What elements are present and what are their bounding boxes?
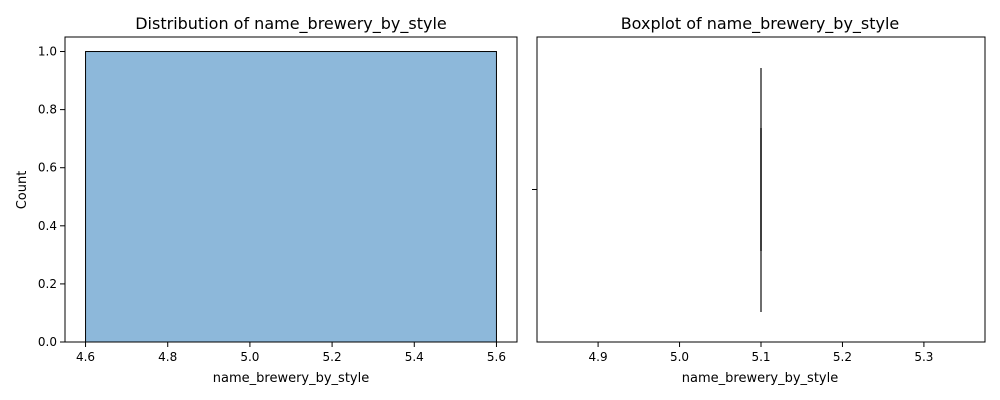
boxplot-title: Boxplot of name_brewery_by_style	[621, 14, 900, 34]
histogram-panel: Distribution of name_brewery_by_style 4.…	[15, 14, 518, 386]
histogram-x-tick-label: 5.4	[405, 350, 424, 364]
histogram-y-tick-label: 0.2	[38, 277, 57, 291]
boxplot-x-axis-label: name_brewery_by_style	[682, 371, 838, 386]
histogram-x-axis-label: name_brewery_by_style	[213, 371, 369, 386]
histogram-x-tick-label: 4.6	[76, 350, 95, 364]
histogram-y-tick-label: 0.6	[38, 161, 57, 175]
histogram-x-tick-label: 5.0	[240, 350, 259, 364]
boxplot-x-tick-label: 4.9	[589, 350, 608, 364]
histogram-y-ticks: 0.0 0.2 0.4 0.6 0.8 1.0	[38, 45, 65, 349]
boxplot-panel: Boxplot of name_brewery_by_style 4.9 5.0 5…	[532, 14, 986, 386]
boxplot-x-tick-label: 5.1	[751, 350, 770, 364]
histogram-axes-frame	[64, 36, 518, 343]
histogram-x-tick-label: 5.6	[487, 350, 506, 364]
histogram-y-axis-label: Count	[15, 171, 30, 210]
histogram-x-tick-label: 4.8	[158, 350, 177, 364]
histogram-title: Distribution of name_brewery_by_style	[135, 14, 447, 34]
boxplot-x-ticks: 4.9 5.0 5.1 5.2 5.3	[589, 342, 933, 364]
histogram-bars	[85, 51, 497, 343]
histogram-y-tick-label: 1.0	[38, 45, 57, 59]
histogram-y-tick-label: 0.8	[38, 103, 57, 117]
boxplot-x-tick-label: 5.0	[670, 350, 689, 364]
histogram-y-tick-label: 0.0	[38, 335, 57, 349]
histogram-y-tick-label: 0.4	[38, 219, 57, 233]
boxplot-x-tick-label: 5.2	[833, 350, 852, 364]
histogram-x-ticks: 4.6 4.8 5.0 5.2 5.4 5.6	[76, 342, 506, 364]
histogram-x-tick-label: 5.2	[323, 350, 342, 364]
boxplot-x-tick-label: 5.3	[914, 350, 933, 364]
histogram-bar	[85, 51, 497, 343]
